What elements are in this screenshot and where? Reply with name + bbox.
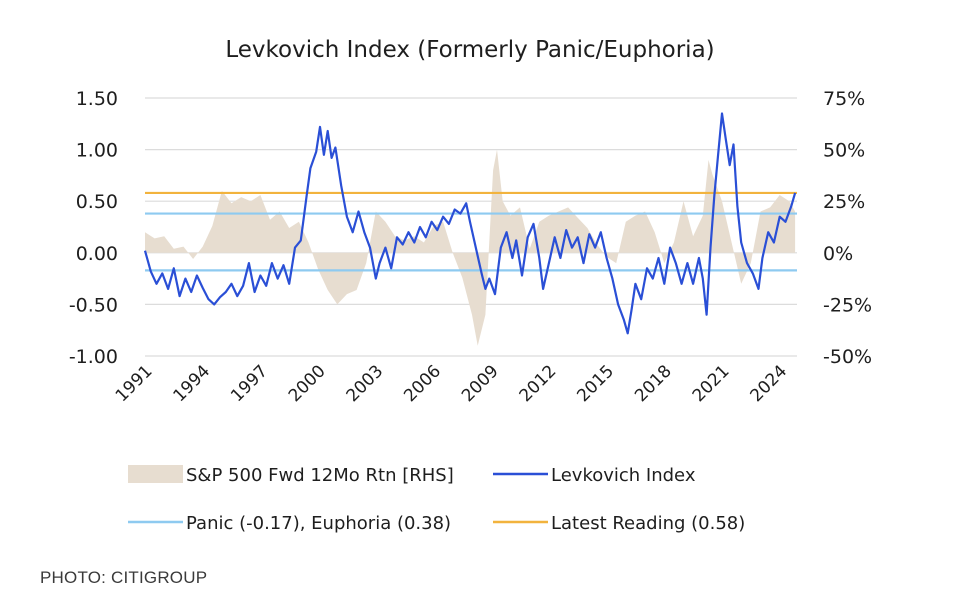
x-tick-label: 2006 — [400, 361, 445, 406]
left-tick-label: 1.00 — [76, 140, 118, 162]
photo-credit: PHOTO: CITIGROUP — [40, 568, 208, 587]
right-tick-label: 75% — [823, 88, 865, 110]
legend-label: Latest Reading (0.58) — [551, 513, 745, 534]
legend-label: S&P 500 Fwd 12Mo Rtn [RHS] — [186, 465, 454, 486]
series-area-sp500-fwd-return — [145, 149, 796, 346]
series-line-levkovich-index — [143, 112, 797, 335]
x-tick-label: 1991 — [112, 361, 157, 406]
legend-label: Panic (-0.17), Euphoria (0.38) — [186, 513, 451, 534]
x-tick-label: 2018 — [631, 361, 676, 406]
left-tick-label: 1.50 — [76, 88, 118, 110]
right-tick-label: 50% — [823, 140, 865, 162]
x-tick-label: 2009 — [458, 361, 503, 406]
x-tick-label: 2000 — [285, 361, 330, 406]
left-tick-label: 0.00 — [76, 243, 118, 265]
x-tick-label: 2021 — [689, 361, 734, 406]
right-tick-label: -50% — [823, 346, 872, 368]
x-tick-label: 1997 — [227, 361, 272, 406]
x-tick-label: 1994 — [169, 361, 214, 406]
left-tick-label: -0.50 — [69, 294, 118, 316]
legend-label: Levkovich Index — [551, 465, 696, 486]
left-tick-label: -1.00 — [69, 346, 118, 368]
right-tick-label: 0% — [823, 243, 853, 265]
chart-title: Levkovich Index (Formerly Panic/Euphoria… — [225, 37, 714, 63]
x-tick-label: 2015 — [573, 361, 618, 406]
left-axis-ticks: 1.50 1.00 0.50 0.00 -0.50 -1.00 — [69, 88, 118, 368]
line-series-layer — [143, 112, 797, 335]
legend-swatch-area — [128, 465, 183, 483]
right-tick-label: 25% — [823, 191, 865, 213]
x-tick-label: 2003 — [343, 361, 388, 406]
x-tick-label: 2024 — [746, 361, 791, 406]
right-axis-ticks: 75% 50% 25% 0% -25% -50% — [823, 88, 872, 368]
x-tick-label: 2012 — [516, 361, 561, 406]
legend: S&P 500 Fwd 12Mo Rtn [RHS] Levkovich Inde… — [128, 465, 745, 534]
area-series-layer — [145, 149, 796, 346]
left-tick-label: 0.50 — [76, 191, 118, 213]
right-tick-label: -25% — [823, 294, 872, 316]
chart-svg: Levkovich Index (Formerly Panic/Euphoria… — [69, 37, 872, 534]
x-axis-ticks: 1991 1994 1997 2000 2003 2006 2009 2012 2015 2018… — [112, 361, 791, 406]
